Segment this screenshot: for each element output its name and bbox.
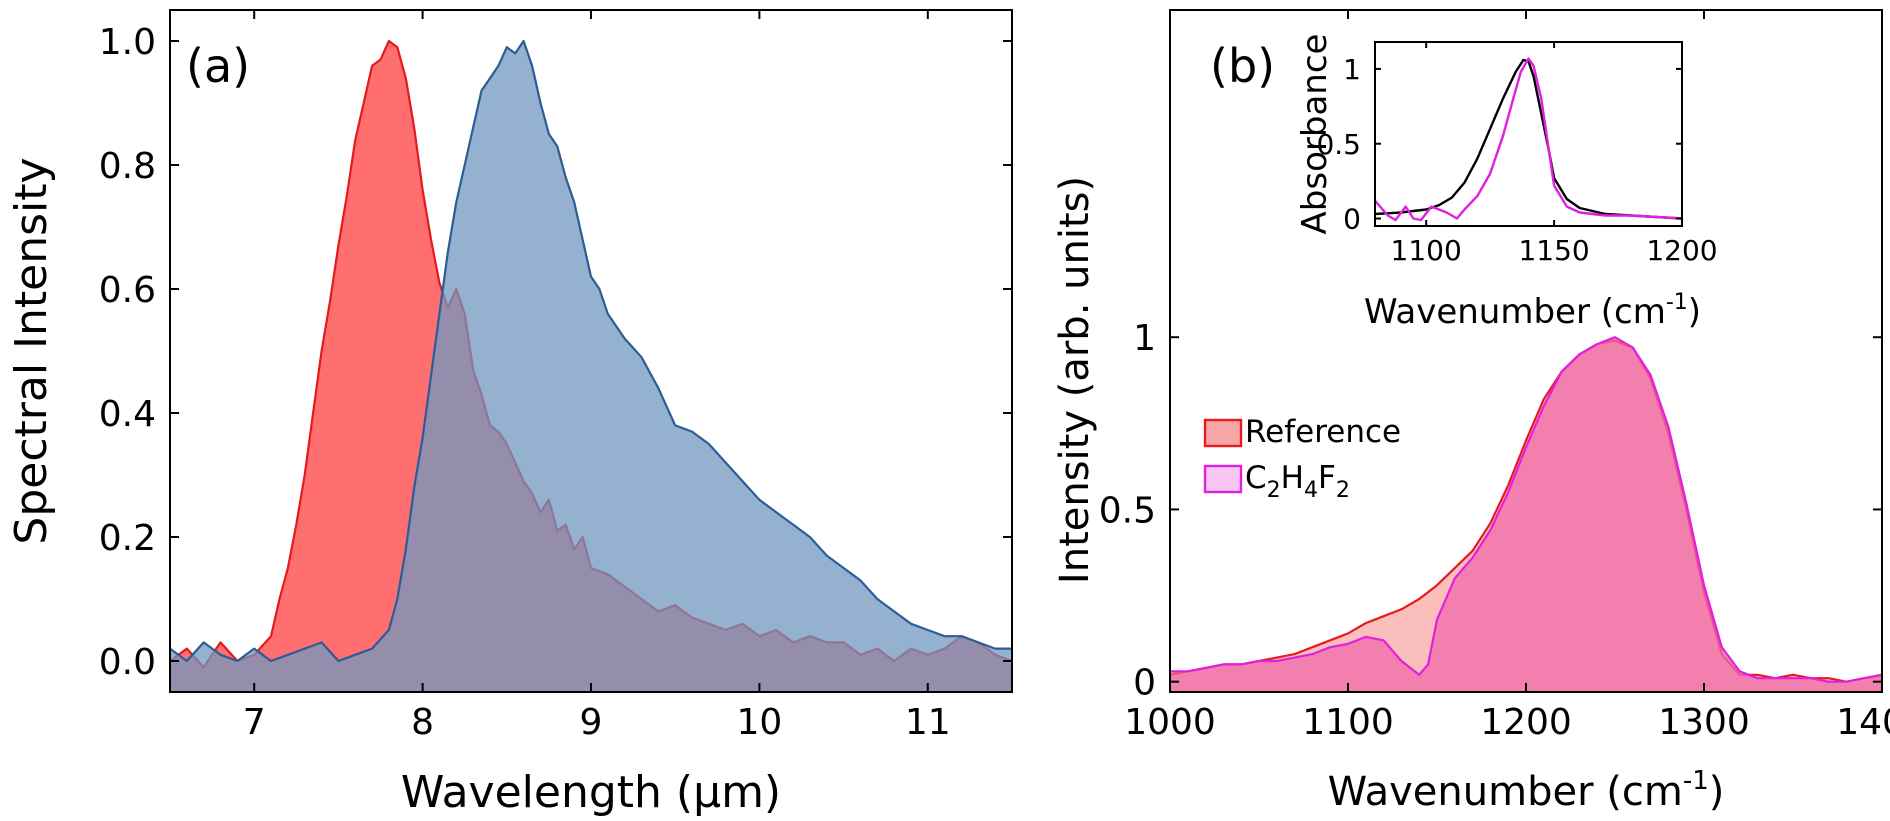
chart-a-plot <box>170 39 1012 692</box>
series-area-1 <box>1170 337 1882 692</box>
inset-background <box>1375 42 1682 226</box>
y-axis-title-b: Intensity (arb. units) <box>1052 176 1098 584</box>
y-axis-title-inset: Absorbance <box>1295 34 1335 235</box>
x-axis-title-b-sup: -1 <box>1683 766 1709 796</box>
x-axis-title-inset-sup: -1 <box>1666 290 1688 315</box>
x-axis-title-inset-end: ) <box>1688 292 1701 332</box>
chart-inset: 1100 1150 1200 0 0.5 1 Wavenumber (cm-1) Absorb… <box>1295 34 1718 332</box>
x-axis-title-inset-main: Wavenumber (cm <box>1364 292 1666 332</box>
x-tick-label: 1200 <box>1646 234 1717 267</box>
x-tick-label: 1300 <box>1658 702 1750 743</box>
y-tick-label: 0.2 <box>99 518 156 559</box>
series-area-0 <box>170 41 1012 692</box>
x-tick-label: 8 <box>411 702 434 743</box>
y-tick-label: 0 <box>1343 203 1361 236</box>
legend-label-part: F <box>1318 460 1336 496</box>
y-tick-label: 0.5 <box>1099 490 1156 531</box>
y-tick-label: 0.4 <box>99 394 156 435</box>
legend-swatch-0 <box>1203 418 1243 448</box>
x-tick-label: 7 <box>243 702 266 743</box>
series-area-1 <box>170 41 1012 692</box>
x-tick-label: 10 <box>736 702 782 743</box>
legend-label-part: 2 <box>1336 478 1350 503</box>
x-axis-title-b-end: ) <box>1709 769 1725 815</box>
y-tick-label: 0.6 <box>99 270 156 311</box>
y-tick-label: 0.5 <box>1316 128 1361 161</box>
chart-b-plot <box>1170 336 1882 692</box>
y-tick-label: 0.8 <box>99 146 156 187</box>
panel-label-b: (b) <box>1210 39 1275 93</box>
x-axis-title-b: Wavenumber (cm-1) <box>1328 766 1725 815</box>
x-tick-label: 1100 <box>1391 234 1462 267</box>
x-tick-label: 9 <box>580 702 603 743</box>
x-tick-label: 1100 <box>1302 702 1394 743</box>
legend-label-part: 4 <box>1304 478 1318 503</box>
chart-a: 7 8 9 10 11 0.0 0.2 0.4 0.6 0.8 1.0 (a) Wavelength (… <box>6 9 1013 818</box>
series-line-1 <box>1170 336 1882 683</box>
legend-label-0: Reference <box>1245 414 1401 450</box>
y-axis-title-a: Spectral Intensity <box>6 157 57 544</box>
y-tick-label: 0 <box>1133 663 1156 704</box>
series-line-1 <box>1375 57 1682 222</box>
panel-label-a: (a) <box>186 39 250 93</box>
y-tick-label: 1 <box>1343 53 1361 86</box>
x-axis-title-a: Wavelength (μm) <box>401 767 781 818</box>
legend-label-part: 2 <box>1267 478 1281 503</box>
x-tick-label: 1150 <box>1518 234 1589 267</box>
x-tick-label: 11 <box>905 702 951 743</box>
plot-frame <box>1374 41 1683 227</box>
y-tick-label: 1.0 <box>99 22 156 63</box>
series-line-1 <box>170 39 1012 663</box>
legend-label-part: H <box>1281 460 1304 496</box>
x-axis-title-inset: Wavenumber (cm-1) <box>1364 290 1701 332</box>
legend-label-1: C2H4F2 <box>1245 460 1350 503</box>
legend-swatch-1 <box>1203 464 1243 494</box>
chart-inset-plot <box>1375 57 1682 222</box>
x-tick-label: 1000 <box>1124 702 1216 743</box>
y-tick-label: 1 <box>1133 318 1156 359</box>
legend-label-part: C <box>1245 460 1267 496</box>
series-line-0 <box>1170 339 1882 683</box>
y-tick-label: 0.0 <box>99 642 156 683</box>
x-tick-label: 1200 <box>1480 702 1572 743</box>
x-axis-title-b-main: Wavenumber (cm <box>1328 769 1683 815</box>
